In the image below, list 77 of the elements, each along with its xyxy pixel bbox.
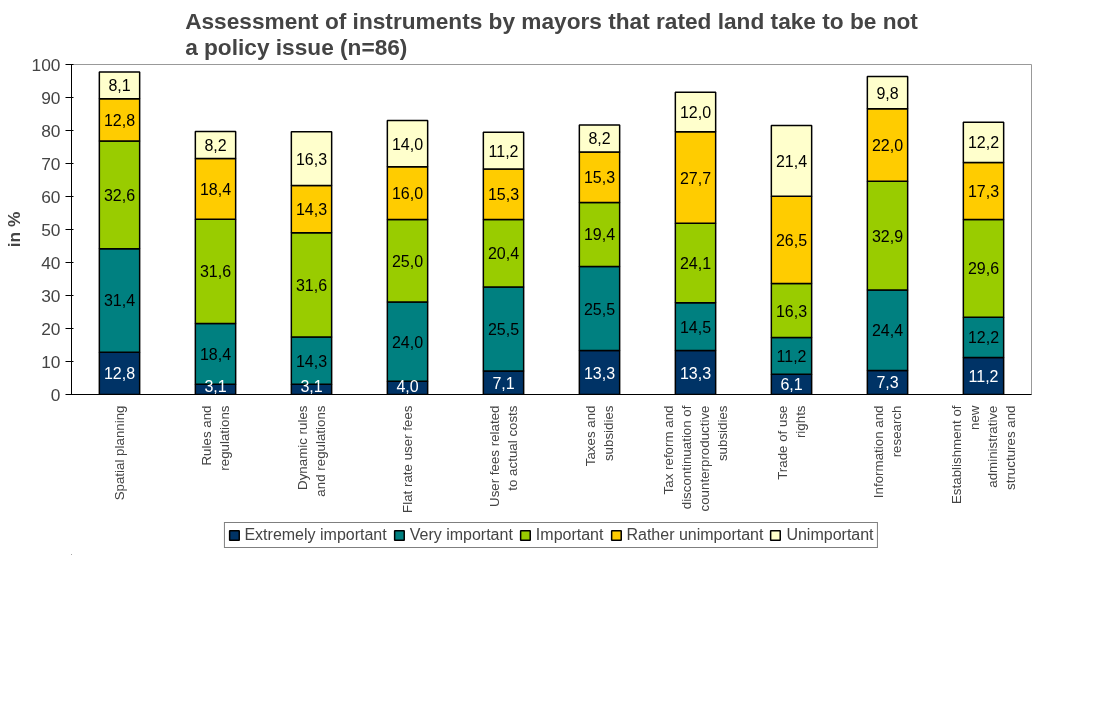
data-label: 32,9 [871, 227, 904, 245]
data-label: 16,3 [775, 302, 808, 320]
y-tick-label: 20 [41, 318, 61, 339]
data-label: 24,1 [679, 254, 712, 272]
data-label: 22,0 [871, 137, 904, 155]
data-label: 13,3 [583, 364, 616, 382]
x-tick-label: Taxes and subsidies [583, 405, 616, 467]
legend-label: Rather unimportant [626, 526, 764, 544]
data-label: 14,3 [295, 201, 328, 219]
data-label: 14,3 [295, 352, 328, 370]
data-label: 20,4 [487, 245, 520, 263]
legend-label: Extremely important [244, 526, 387, 544]
x-tick-label: Tax reform and discontinuation of counterproductive subsidies [661, 405, 730, 512]
data-label: 14,0 [391, 135, 424, 153]
data-label: 16,3 [295, 150, 328, 168]
y-tick-label: 30 [41, 285, 61, 306]
data-label: 27,7 [679, 169, 712, 187]
y-tick-label: 70 [41, 153, 61, 174]
x-tick-label: Information and research [871, 405, 904, 499]
data-label: 26,5 [775, 231, 808, 249]
y-tick-label: 50 [41, 219, 61, 240]
data-label: 29,6 [967, 260, 1000, 278]
chart-title: Assessment of instruments by mayors that rated land take to be not a policy issue (n=86) [185, 7, 919, 60]
data-label: 21,4 [775, 152, 808, 170]
y-axis-title: in % [3, 211, 24, 248]
x-tick-label: Rules and regulations [199, 405, 232, 471]
data-label: 12,2 [967, 134, 1000, 152]
data-label: 3,1 [204, 377, 227, 395]
data-label: 32,6 [103, 186, 136, 204]
data-label: 25,5 [487, 320, 520, 338]
data-label: 3,1 [300, 377, 323, 395]
x-tick-label: Flat rate user fees [400, 405, 415, 513]
y-tick-label: 10 [41, 351, 61, 372]
data-label: 12,8 [103, 111, 136, 129]
data-label: 31,6 [199, 263, 232, 281]
data-label: 8,2 [204, 137, 227, 155]
data-label: 18,4 [199, 345, 232, 363]
data-label: 16,0 [391, 185, 424, 203]
data-label: 14,5 [679, 318, 712, 336]
data-label: 12,2 [967, 329, 1000, 347]
data-label: 25,5 [583, 300, 616, 318]
data-label: 4,0 [396, 377, 419, 395]
data-label: 19,4 [583, 226, 616, 244]
data-label: 31,6 [295, 276, 328, 294]
x-tick-label: Trade of use rights [775, 405, 808, 480]
data-label: 8,1 [108, 77, 131, 95]
x-tick-label: User fees related to actual costs [487, 405, 520, 507]
x-tick-label: Spatial planning [112, 405, 127, 501]
data-label: 9,8 [876, 84, 899, 102]
y-tick-label: 0 [50, 384, 61, 405]
data-label: 8,2 [588, 130, 611, 148]
data-label: 6,1 [780, 376, 803, 394]
data-label: 31,4 [103, 292, 136, 310]
data-label: 13,3 [679, 364, 712, 382]
data-label: 15,3 [583, 169, 616, 187]
data-label: 24,0 [391, 333, 424, 351]
data-label: 12,0 [679, 104, 712, 122]
data-label: 15,3 [487, 186, 520, 204]
y-tick-label: 40 [41, 252, 61, 273]
data-label: 7,3 [876, 374, 899, 392]
y-tick-label: 90 [41, 87, 61, 108]
x-tick-label: Dynamic rules and regulations [295, 405, 328, 497]
data-label: 25,0 [391, 252, 424, 270]
data-label: 12,8 [103, 365, 136, 383]
legend-label: Unimportant [786, 526, 874, 544]
y-tick-label: 80 [41, 120, 61, 141]
y-tick-label: 60 [41, 186, 61, 207]
data-label: 17,3 [967, 183, 1000, 201]
legend-label: Important [535, 526, 604, 544]
data-label: 7,1 [492, 374, 515, 392]
data-label: 11,2 [776, 347, 807, 365]
legend-label: Very important [409, 526, 513, 544]
data-label: 11,2 [968, 368, 999, 386]
y-tick-label: 100 [31, 54, 61, 75]
data-label: 18,4 [199, 180, 232, 198]
data-label: 11,2 [488, 142, 519, 160]
data-label: 24,4 [871, 322, 904, 340]
